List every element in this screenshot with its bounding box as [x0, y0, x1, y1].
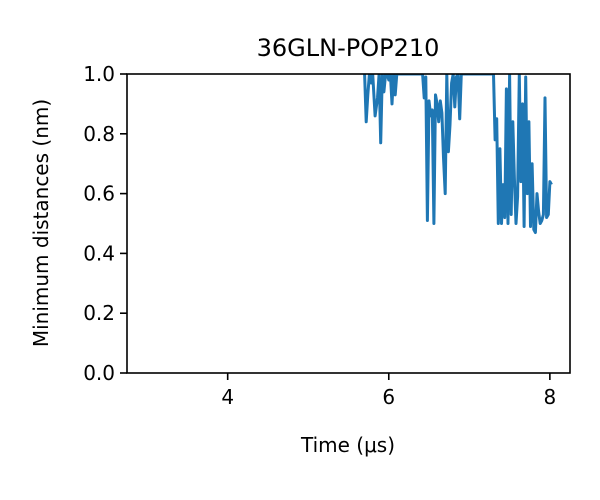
x-tick-label: 8 [543, 385, 556, 409]
tick-group: 4 6 8 0.0 0.2 0.4 0.6 0.8 1.0 [83, 62, 556, 409]
x-axis-title: Time (μs) [300, 433, 395, 457]
series-line [363, 74, 553, 234]
y-tick-label: 0.8 [83, 122, 115, 146]
y-tick-label: 0.4 [83, 241, 115, 265]
x-tick-label: 6 [382, 385, 395, 409]
y-tick-label: 1.0 [83, 62, 115, 86]
series-group [363, 74, 553, 234]
plot-frame [126, 73, 571, 374]
y-tick-label: 0.6 [83, 182, 115, 206]
chart-title: 36GLN-POP210 [257, 34, 440, 62]
y-tick-label: 0.0 [83, 361, 115, 385]
x-tick-label: 4 [221, 385, 234, 409]
y-axis-title: Minimum distances (nm) [29, 99, 53, 347]
y-tick-label: 0.2 [83, 301, 115, 325]
